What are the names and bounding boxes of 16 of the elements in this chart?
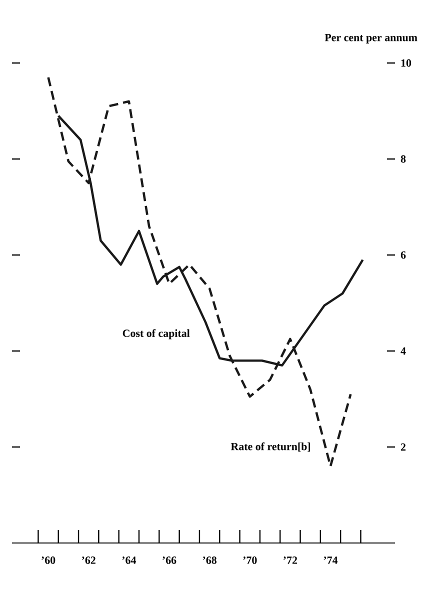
y-tick-label: 4 bbox=[400, 347, 406, 355]
x-tick-label: ’60 bbox=[42, 556, 56, 564]
y-tick-label: 8 bbox=[400, 155, 406, 163]
x-tick-label: ’64 bbox=[122, 556, 136, 564]
y-tick-label: 2 bbox=[400, 443, 406, 451]
series-label: Cost of capital bbox=[122, 329, 190, 340]
x-tick-label: ’68 bbox=[202, 556, 216, 564]
x-tick-label: ’62 bbox=[82, 556, 96, 564]
y-tick-label: 6 bbox=[400, 251, 406, 259]
series-label: Rate of return[b] bbox=[230, 442, 310, 452]
x-tick-label: ’66 bbox=[162, 556, 176, 564]
y-tick-label: 10 bbox=[401, 59, 412, 67]
y-axis-title: Per cent per annum bbox=[324, 34, 418, 44]
x-tick-label: ’72 bbox=[284, 556, 298, 564]
x-tick-label: ’74 bbox=[324, 556, 338, 564]
x-tick-label: ’70 bbox=[243, 556, 257, 564]
